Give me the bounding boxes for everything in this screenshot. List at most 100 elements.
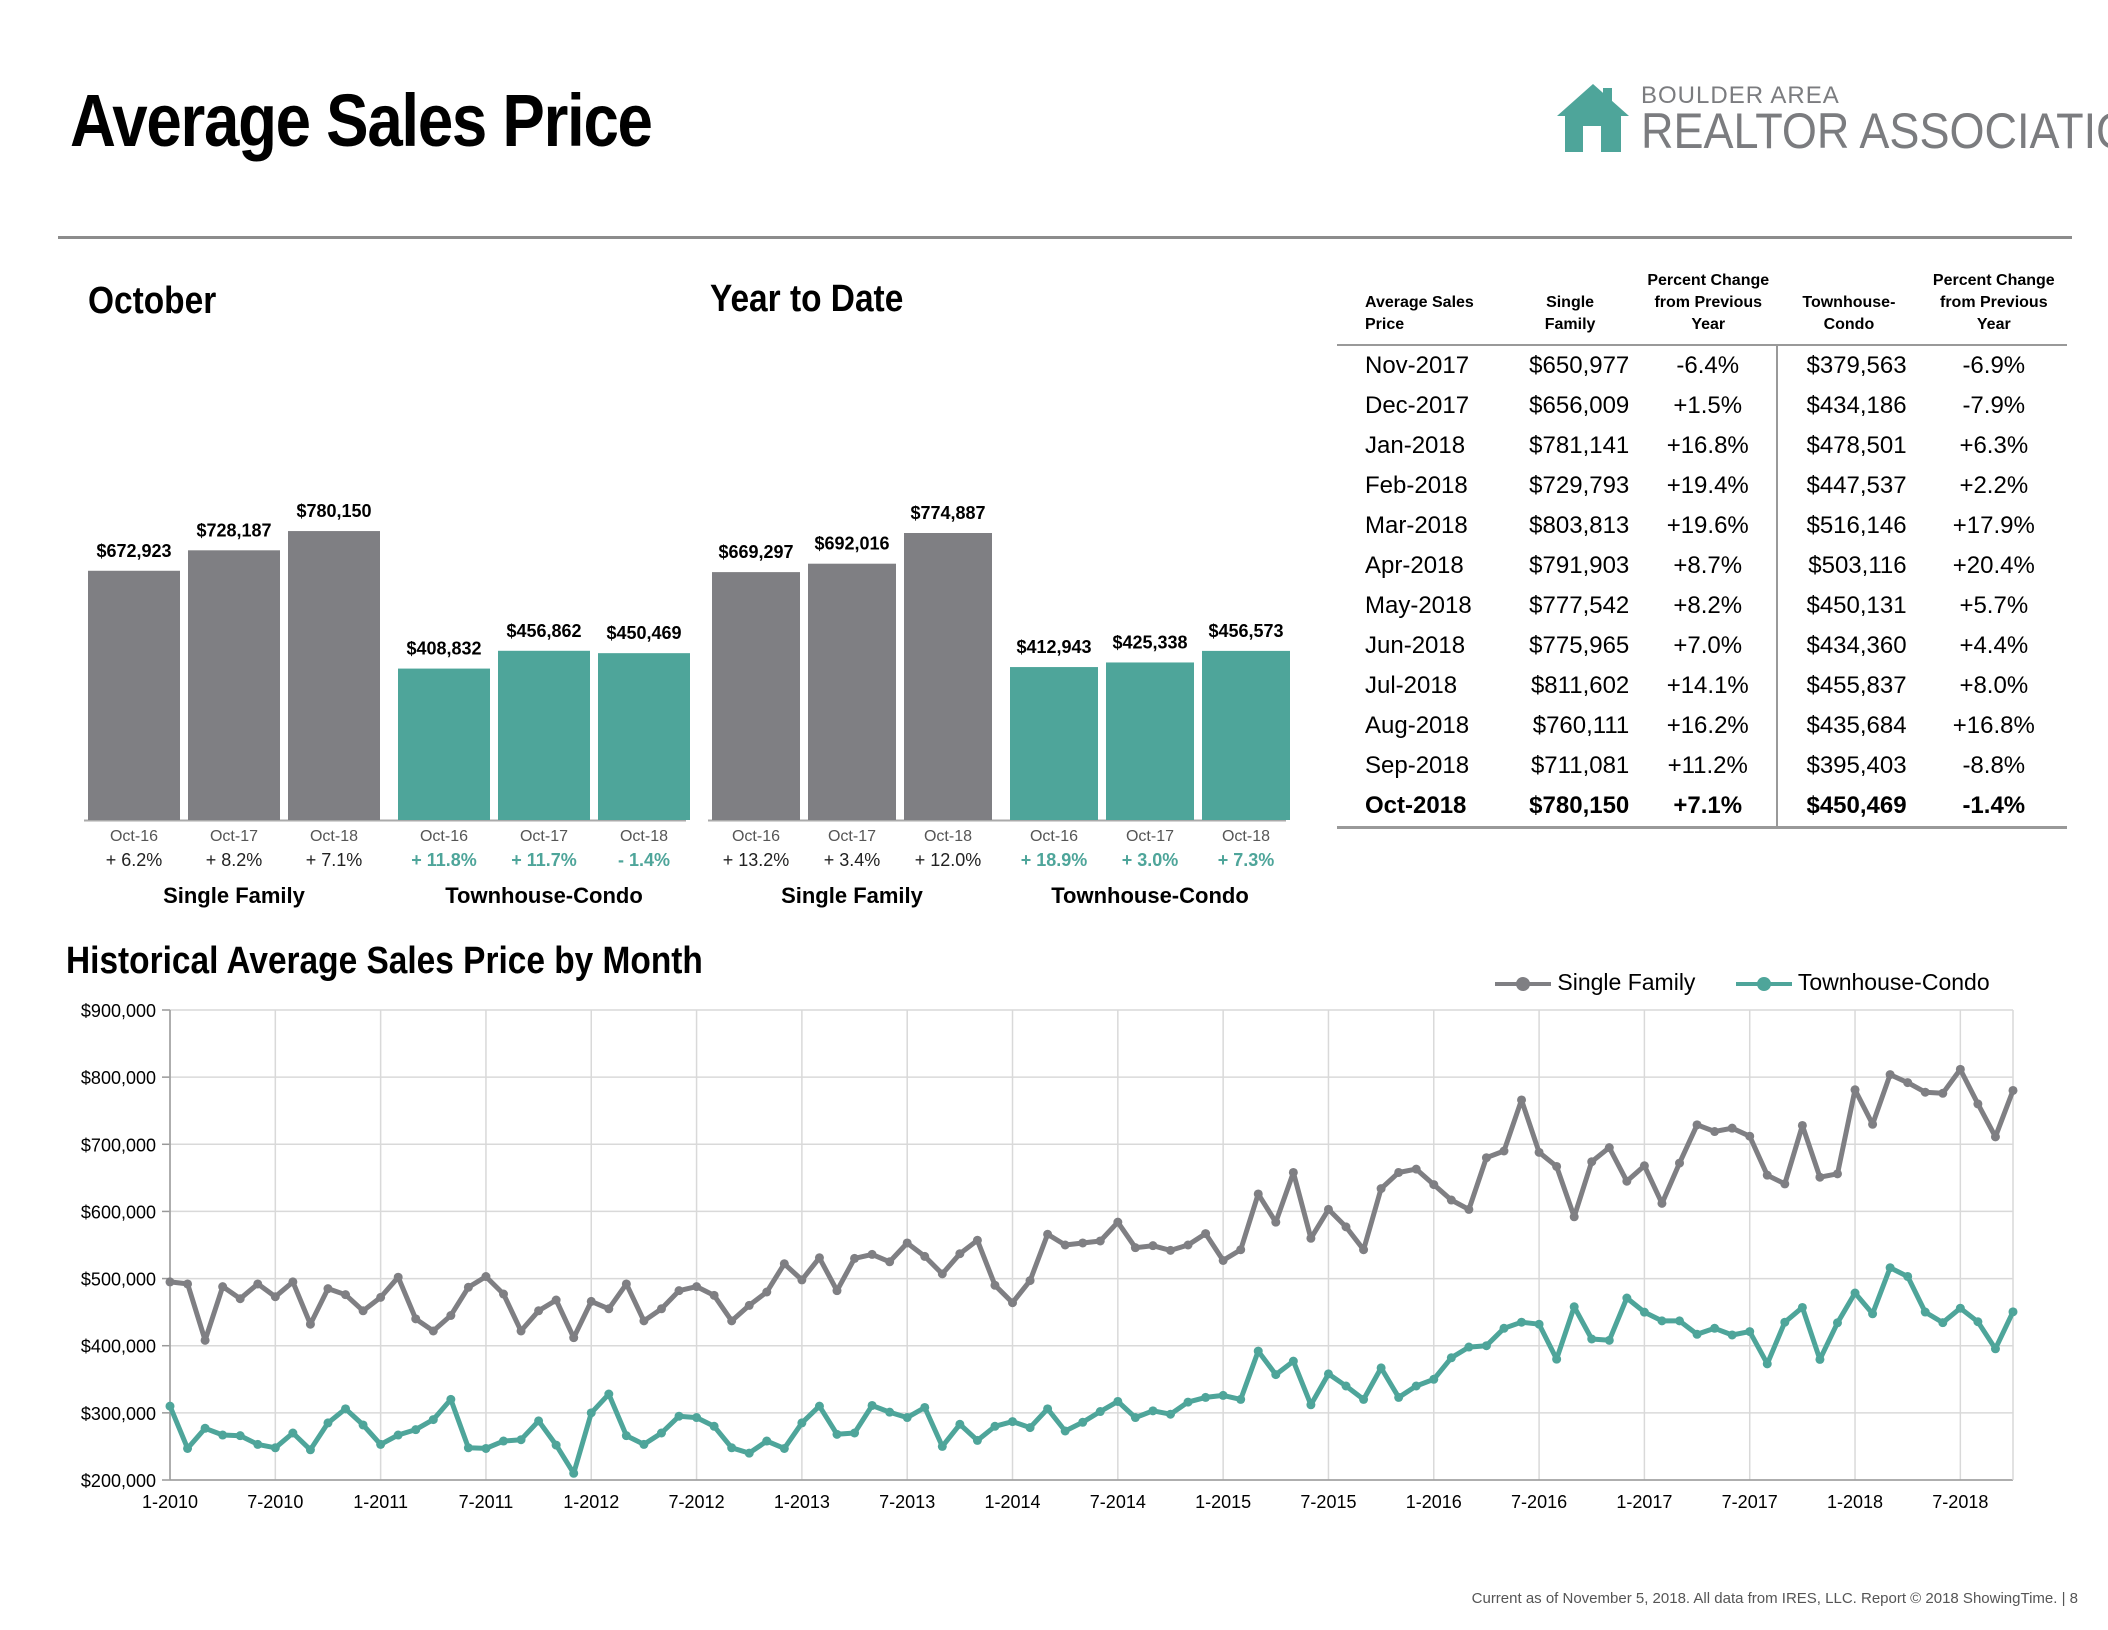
bar-category-label: Oct-18 [1222,828,1270,845]
point-single-family [200,1335,210,1345]
point-townhouse-condo [762,1436,772,1446]
bar-change-label: + 13.2% [723,850,790,870]
point-single-family [411,1314,421,1324]
x-tick-label: 7-2018 [1932,1492,1988,1512]
cell-month: Jun-2018 [1365,632,1466,659]
point-townhouse-condo [1464,1342,1474,1352]
y-tick-label: $400,000 [81,1337,156,1357]
footer-note: Current as of November 5, 2018. All data… [1471,1590,2078,1607]
table-row: Nov-2017 $650,977 -6.4% $379,563 -6.9% [1337,345,2067,386]
cell-single-family: $803,813 [1529,512,1630,539]
cell-sf-change: +16.8% [1666,432,1749,459]
bar-townhouse-condo [598,653,690,820]
point-single-family [551,1295,561,1305]
bar-townhouse-condo [1106,662,1194,820]
y-tick-label: $900,000 [81,1001,156,1021]
point-single-family [850,1253,860,1263]
ytd-panel-title: Year to Date [710,278,904,320]
cell-sf-change: +16.2% [1666,712,1749,739]
point-single-family [1201,1229,1211,1239]
cell-single-family: $650,977 [1529,352,1630,379]
table-row: Aug-2018 $760,111 +16.2% $435,684 +16.8% [1337,706,2067,746]
monthly-stats-table: Average Sales Price Single Family Percent … [1337,270,2067,829]
point-single-family [727,1316,737,1326]
cell-tc-change: +8.0% [1959,672,2029,699]
cell-month: Oct-2018 [1337,786,1501,829]
point-townhouse-condo [1130,1413,1140,1423]
bar-category-label: Oct-18 [310,828,358,845]
point-single-family [305,1319,315,1329]
x-tick-label: 1-2013 [774,1492,830,1512]
point-townhouse-condo [1394,1392,1404,1402]
cell-single-family: $729,793 [1529,472,1630,499]
point-townhouse-condo [1306,1400,1316,1410]
point-single-family [762,1287,772,1297]
cell-townhouse-condo: $455,837 [1776,666,1921,706]
bar-change-label: + 12.0% [915,850,982,870]
point-townhouse-condo [569,1468,579,1478]
bar-value-label: $425,338 [1112,632,1187,652]
cell-townhouse-condo: $434,360 [1776,626,1921,666]
point-single-family [1288,1167,1298,1177]
bar-change-label: + 3.0% [1122,850,1179,870]
point-single-family [1060,1240,1070,1250]
point-townhouse-condo [1622,1293,1632,1303]
point-single-family [586,1296,596,1306]
point-townhouse-condo [1323,1369,1333,1379]
point-single-family [1481,1153,1491,1163]
point-single-family [1411,1164,1421,1174]
point-single-family [428,1326,438,1336]
point-townhouse-condo [1481,1341,1491,1351]
point-townhouse-condo [1429,1374,1439,1384]
table-row: Dec-2017 $656,009 +1.5% $434,186 -7.9% [1337,386,2067,426]
bar-category-label: Oct-18 [924,828,972,845]
point-townhouse-condo [393,1430,403,1440]
point-townhouse-condo [358,1420,368,1430]
point-single-family [1183,1240,1193,1250]
point-single-family [481,1272,491,1282]
cell-month: Feb-2018 [1365,472,1468,499]
point-townhouse-condo [692,1413,702,1423]
bar-townhouse-condo [498,650,590,820]
point-townhouse-condo [885,1407,895,1417]
point-single-family [376,1292,386,1302]
point-single-family [1534,1147,1544,1157]
point-townhouse-condo [1780,1317,1790,1327]
point-townhouse-condo [1218,1390,1228,1400]
cell-tc-change: -8.8% [1962,752,2026,779]
point-single-family [604,1304,614,1314]
point-townhouse-condo [1868,1309,1878,1319]
point-townhouse-condo [850,1428,860,1438]
cell-tc-change: -6.9% [1962,352,2026,379]
point-single-family [990,1280,1000,1290]
cell-tc-change: +5.7% [1959,592,2029,619]
cell-single-family: $711,081 [1530,752,1630,779]
bar-group-label: Single Family [163,883,306,908]
bar-single-family [904,533,992,820]
point-single-family [1095,1236,1105,1246]
point-single-family [692,1282,702,1292]
point-single-family [779,1259,789,1269]
point-single-family [569,1333,579,1343]
point-townhouse-condo [797,1418,807,1428]
cell-townhouse-condo: $434,186 [1776,386,1921,426]
point-single-family [1552,1161,1562,1171]
y-tick-label: $500,000 [81,1270,156,1290]
point-townhouse-condo [1552,1354,1562,1364]
cell-townhouse-condo: $450,131 [1776,586,1921,626]
point-townhouse-condo [1095,1407,1105,1417]
point-single-family [1569,1212,1579,1222]
bar-category-label: Oct-18 [620,828,668,845]
point-townhouse-condo [516,1435,526,1445]
point-townhouse-condo [376,1439,386,1449]
point-townhouse-condo [1359,1394,1369,1404]
point-single-family [1587,1157,1597,1167]
x-tick-label: 7-2014 [1090,1492,1146,1512]
bar-value-label: $456,862 [506,621,581,641]
point-townhouse-condo [305,1445,315,1455]
table-row: Apr-2018 $791,903 +8.7% $503,116 +20.4% [1337,546,2067,586]
cell-townhouse-condo: $450,469 [1776,786,1921,829]
point-single-family [1376,1184,1386,1194]
point-townhouse-condo [1236,1394,1246,1404]
point-single-family [341,1290,351,1300]
